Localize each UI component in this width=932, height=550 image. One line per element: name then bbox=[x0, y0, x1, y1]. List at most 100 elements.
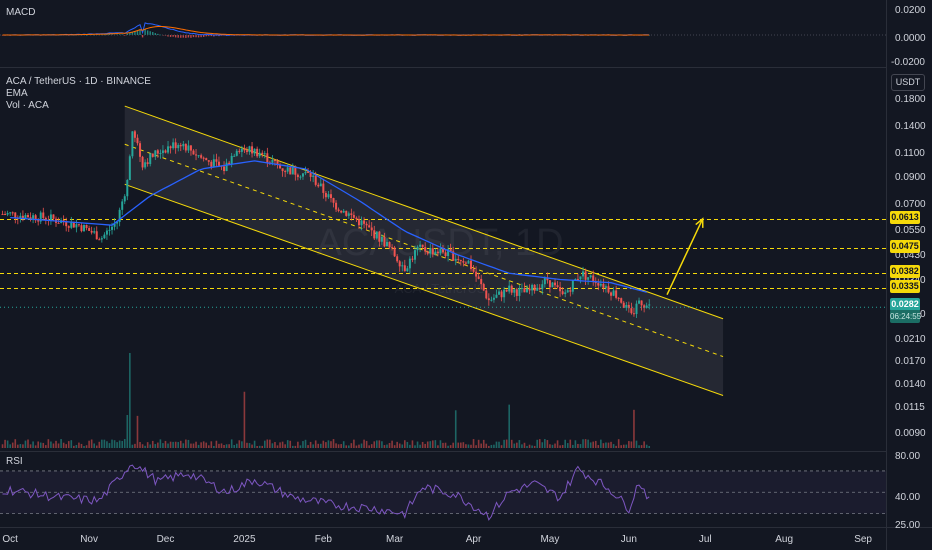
candle-body bbox=[393, 247, 396, 257]
candle-body bbox=[365, 223, 368, 226]
candle-body bbox=[571, 280, 574, 292]
candle-body bbox=[72, 221, 75, 228]
candle-body bbox=[266, 153, 269, 163]
candle-body bbox=[370, 227, 373, 231]
volume-bar bbox=[309, 441, 312, 448]
macd-histogram-bar bbox=[152, 32, 154, 35]
candle-body bbox=[21, 215, 24, 219]
volume-bar bbox=[345, 445, 348, 448]
volume-bar bbox=[9, 444, 11, 448]
candle-body bbox=[411, 258, 414, 260]
volume-bar bbox=[602, 443, 605, 448]
candle-body bbox=[518, 288, 521, 296]
macd-histogram-bar bbox=[144, 28, 146, 35]
candle-body bbox=[350, 213, 353, 215]
volume-bar bbox=[342, 441, 345, 448]
volume-bar bbox=[533, 445, 536, 448]
volume-bar bbox=[70, 440, 73, 448]
candle-body bbox=[210, 161, 213, 167]
candle-body bbox=[200, 155, 203, 158]
candle-body bbox=[108, 229, 111, 231]
candle-body bbox=[449, 249, 452, 252]
candle-body bbox=[154, 150, 157, 157]
candle-body bbox=[258, 152, 261, 157]
candle-body bbox=[291, 167, 294, 175]
candle-body bbox=[520, 287, 523, 289]
volume-bar bbox=[475, 445, 477, 448]
volume-bar bbox=[154, 444, 157, 448]
candle-body bbox=[95, 231, 98, 240]
volume-bar bbox=[297, 441, 299, 448]
candle-body bbox=[495, 294, 498, 298]
volume-bar bbox=[350, 443, 353, 448]
volume-bar bbox=[625, 444, 628, 448]
last-price-badge: 0.0282 bbox=[890, 298, 920, 311]
candle-body bbox=[39, 212, 42, 222]
macd-histogram-bar bbox=[223, 35, 225, 36]
candle-body bbox=[337, 209, 340, 211]
candle-body bbox=[569, 290, 572, 292]
volume-bar bbox=[633, 409, 635, 448]
candle-body bbox=[195, 154, 198, 156]
volume-bar bbox=[55, 440, 57, 448]
candle-body bbox=[388, 242, 391, 248]
candle-body bbox=[342, 210, 345, 213]
macd-histogram-bar bbox=[154, 33, 157, 35]
candle-body bbox=[327, 194, 330, 198]
volume-bar bbox=[648, 445, 651, 448]
volume-bar bbox=[294, 445, 297, 448]
volume-bar bbox=[327, 440, 330, 448]
candle-body bbox=[243, 148, 246, 151]
volume-bar bbox=[551, 444, 554, 448]
volume-bar bbox=[322, 440, 325, 448]
currency-button[interactable]: USDT bbox=[891, 74, 925, 91]
countdown-badge: 06:24:55 bbox=[890, 310, 922, 323]
candle-body bbox=[383, 236, 386, 247]
volume-bar bbox=[103, 439, 106, 448]
volume-bar bbox=[615, 445, 617, 448]
volume-bar bbox=[531, 445, 533, 448]
volume-bar bbox=[235, 443, 238, 448]
macd-histogram-bar bbox=[236, 35, 238, 36]
volume-bar bbox=[480, 443, 482, 448]
volume-bar bbox=[523, 442, 526, 448]
candle-body bbox=[169, 146, 172, 149]
volume-bar bbox=[271, 443, 274, 448]
volume-bar bbox=[225, 444, 228, 448]
candle-body bbox=[582, 271, 585, 277]
candle-body bbox=[447, 249, 450, 257]
candle-body bbox=[144, 162, 147, 168]
volume-bar bbox=[248, 443, 251, 448]
candle-body bbox=[253, 148, 256, 154]
volume-bar bbox=[106, 441, 108, 448]
volume-bar bbox=[85, 445, 88, 448]
macd-histogram-bar bbox=[190, 35, 192, 38]
candle-body bbox=[42, 212, 45, 218]
time-axis-label: Sep bbox=[854, 534, 872, 545]
volume-bar bbox=[139, 442, 141, 448]
candle-body bbox=[398, 261, 401, 267]
candle-body bbox=[113, 223, 116, 227]
candle-body bbox=[217, 161, 220, 166]
volume-bar bbox=[541, 442, 544, 448]
macd-histogram-bar bbox=[139, 30, 141, 35]
volume-bar bbox=[437, 445, 439, 448]
volume-bar bbox=[95, 445, 98, 448]
candle-body bbox=[531, 284, 534, 291]
volume-bar bbox=[337, 444, 340, 448]
candle-body bbox=[604, 286, 607, 288]
volume-bar bbox=[335, 443, 337, 448]
projection-arrow[interactable] bbox=[666, 217, 704, 296]
macd-title: MACD bbox=[6, 7, 36, 18]
volume-bar bbox=[101, 439, 103, 448]
candle-body bbox=[37, 220, 40, 222]
volume-bar bbox=[500, 445, 503, 448]
volume-bar bbox=[1, 444, 4, 448]
candle-body bbox=[627, 304, 630, 309]
macd-histogram-bar bbox=[129, 32, 131, 35]
candle-body bbox=[77, 224, 80, 226]
volume-bar bbox=[149, 444, 152, 448]
candle-body bbox=[513, 289, 516, 293]
macd-histogram-bar bbox=[111, 34, 113, 35]
